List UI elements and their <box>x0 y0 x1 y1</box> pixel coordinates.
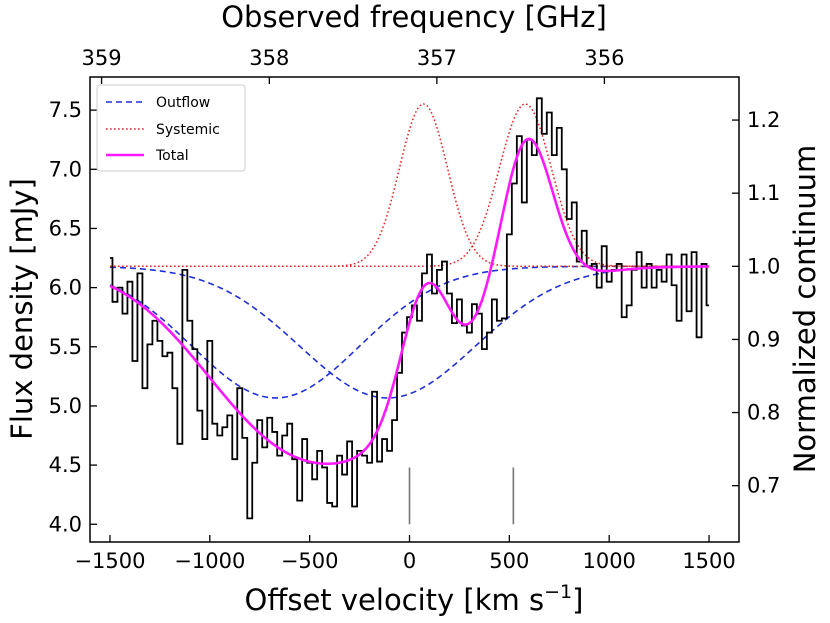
outflow-curve-2 <box>109 265 710 399</box>
velocity-markers <box>408 467 515 525</box>
plot-frame <box>89 76 740 543</box>
y-tick-label: 6.5 <box>49 216 82 240</box>
x-tick-label: −1500 <box>74 549 145 573</box>
systemic-curve-1 <box>109 103 710 268</box>
x-axis-title-main: Offset velocity [km s <box>245 583 545 617</box>
y-tick-label: 7.0 <box>49 157 82 181</box>
top-tick-label: 358 <box>249 46 289 70</box>
y-tick-label: 6.0 <box>49 276 82 300</box>
y-tick-label: 5.0 <box>49 394 82 418</box>
spectrum-line <box>109 97 710 520</box>
x-tick-label: −500 <box>281 549 339 573</box>
x-axis-title-end: ] <box>572 583 583 617</box>
outflow-curve-1 <box>109 265 710 399</box>
x-tick-label: 1500 <box>682 549 735 573</box>
right-tick-label: 0.9 <box>747 327 780 351</box>
x-tick-label: 500 <box>489 549 529 573</box>
y-axis-title: Flux density [mJy] <box>5 178 39 440</box>
y-tick-label: 4.0 <box>49 512 82 536</box>
x-axis-title: Offset velocity [km s−1] <box>245 581 584 617</box>
top-tick-label: 357 <box>417 46 457 70</box>
right-tick-label: 1.2 <box>747 108 780 132</box>
y-tick-label: 7.5 <box>49 98 82 122</box>
right-tick-label: 0.8 <box>747 401 780 425</box>
right-y-axis: 0.7 0.8 0.9 1.0 1.1 1.2 <box>732 108 780 498</box>
y-tick-label: 5.5 <box>49 335 82 359</box>
x-tick-label: 0 <box>403 549 416 573</box>
bottom-x-axis: −1500 −1000 −500 0 500 1000 1500 <box>74 535 736 573</box>
spectrum-histogram <box>109 97 710 520</box>
legend: Outflow Systemic Total <box>96 84 246 172</box>
systemic-model-curves <box>109 103 710 268</box>
total-curve <box>109 137 710 466</box>
top-tick-label: 359 <box>82 46 122 70</box>
legend-total-label: Total <box>155 148 189 164</box>
left-y-axis: 4.0 4.5 5.0 5.5 6.0 6.5 7.0 7.5 <box>49 98 97 536</box>
x-tick-label: 1000 <box>582 549 635 573</box>
top-x-axis: 359 358 357 356 <box>82 46 624 84</box>
y-tick-label: 4.5 <box>49 453 82 477</box>
outflow-model-curves <box>109 265 710 399</box>
top-x-axis-title: Observed frequency [GHz] <box>221 0 607 34</box>
total-model-curve <box>109 137 710 466</box>
top-tick-label: 356 <box>584 46 624 70</box>
right-tick-label: 1.0 <box>747 254 780 278</box>
x-tick-label: −1000 <box>174 549 245 573</box>
x-axis-title-exponent: −1 <box>544 581 572 603</box>
legend-systemic-label: Systemic <box>156 122 220 138</box>
right-y-axis-title: Normalized continuum <box>788 145 822 474</box>
legend-outflow-label: Outflow <box>156 95 210 111</box>
right-tick-label: 0.7 <box>747 474 780 498</box>
right-tick-label: 1.1 <box>747 181 780 205</box>
legend-box <box>96 84 246 172</box>
